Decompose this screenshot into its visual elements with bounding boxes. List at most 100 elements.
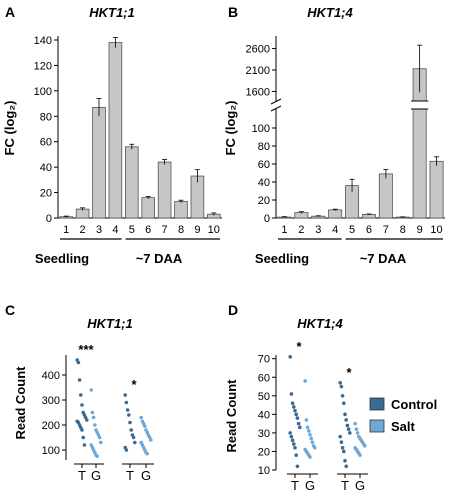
panel-a-ytick-label: 100 [34,86,52,98]
panel-c-point [124,448,129,452]
panel-d-point [293,408,297,413]
panel-d-point [309,436,314,441]
panel-c-point [93,423,97,427]
panel-a-ytick-label: 0 [46,213,52,225]
panel-b-ylabel: FC (log₂) [223,101,238,156]
panel-c-point [125,408,130,412]
panel-d-point [290,438,295,443]
panel-b-ytick-label: 40 [258,177,270,189]
panel-c-point [143,424,147,429]
panel-d-point [344,418,349,422]
panel-d-point [290,401,295,406]
panel-c-ytick-label: 200 [42,420,60,432]
panel-d-point [339,440,344,444]
panel-a-bar [125,146,139,219]
panel-a-bar [75,208,90,219]
panel-d-ytick-label: 30 [258,428,270,440]
panel-b-category-label: 4 [332,224,338,236]
panel-c-point [76,360,81,365]
panel-a-category-label: 1 [63,224,69,236]
panel-d-category-label: G [355,478,365,493]
panel-c-point [133,440,137,445]
panel-c-point [131,435,136,440]
panel-c-point [80,403,84,407]
panel-a-category-label: 10 [208,224,220,236]
panel-d-point [303,379,308,383]
panel-b-bar [378,173,393,219]
panel-b-group-seedling: Seedling [255,251,309,266]
panel-label-a: A [5,4,15,20]
panel-d-point [343,458,347,463]
panel-c-point [79,393,83,397]
panel-c-point [149,438,153,442]
panel-a-category-label: 5 [129,224,135,236]
panel-a-bar-chart: 0 20 40 60 80 100 120 140 1 2 3 4 5 6 7 8 9 10 [34,35,222,240]
panel-c-point [128,420,132,425]
panel-d-ytick-label: 40 [258,409,270,421]
legend-label-salt: Salt [391,419,416,434]
panel-d-point [345,423,350,428]
panel-d-significance-marker: * [346,365,352,380]
panel-b-category-label: 10 [430,224,442,236]
panel-b-title: HKT1;4 [307,5,353,20]
panel-d-point [296,421,301,426]
panel-d-category-label: T [291,478,299,493]
panel-b-bar [361,213,376,219]
panel-d-point [293,445,297,450]
panel-d-point [355,431,360,435]
panel-a-group-seedling: Seedling [35,251,89,266]
panel-c-category-label: T [126,468,134,483]
panel-b-category-label: 3 [315,224,321,236]
panel-c-point [90,410,95,415]
panel-c-category-label: T [78,468,86,483]
panel-a-ytick-label: 40 [40,162,52,174]
panel-c-point [82,443,87,447]
panel-d-point [342,401,346,406]
panel-d-ylabel: Read Count [224,379,239,453]
panel-c-point [123,393,127,397]
panel-d-point [294,453,299,457]
panel-a-bar [92,106,106,219]
panel-d-point [344,464,349,469]
panel-b-ytick-label: 80 [258,141,270,153]
panel-b-ytick-label: 1600 [246,86,270,98]
panel-c-point [80,428,84,432]
panel-b-axis-break-mark [270,98,282,105]
panel-c-point [85,418,89,422]
panel-c-point [139,415,143,420]
panel-d-point [340,394,345,398]
panel-d-point [307,429,311,433]
panel-a-title: HKT1;1 [89,5,135,20]
panel-b-ytick-label: 20 [258,195,270,207]
panel-d-point [343,412,347,417]
panel-a-category-label: 4 [112,224,118,236]
panel-c-ytick-label: 400 [42,370,60,382]
panel-a-bar [108,42,123,219]
panel-d-ytick-label: 70 [258,354,270,366]
panel-a-category-label: 9 [194,224,200,236]
panel-b-ytick-label: 0 [264,213,270,225]
panel-d-point [346,427,351,431]
panel-d-point [340,445,345,450]
panel-b-category-label: 1 [281,224,287,236]
panel-b-bar-chart: 0 20 40 60 80 100 1600 2100 2600 1 2 3 4 5 6 7 8 9 10 [246,36,445,240]
panel-c-point [99,440,103,445]
panel-d-category-label: T [341,478,349,493]
panel-d-point [305,425,310,430]
panel-a-ytick-label: 80 [40,111,52,123]
panel-d-point [288,355,293,359]
panel-d-point [298,425,302,430]
panel-c-point [127,413,131,417]
panel-c-category-label: G [91,468,101,483]
panel-a-bar [174,201,188,219]
panel-b-category-label: 9 [417,224,423,236]
panel-c-point [145,451,149,456]
panel-a-category-label: 6 [145,224,151,236]
panel-d-point [294,412,299,417]
panel-d-point [292,442,296,446]
panel-c-point [97,435,102,440]
panel-a-ytick-label: 20 [40,188,52,200]
panel-d-point [338,381,343,385]
